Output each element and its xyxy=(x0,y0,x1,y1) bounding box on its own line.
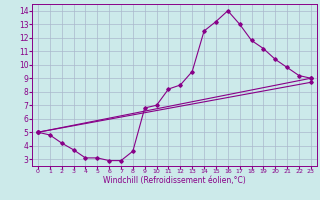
X-axis label: Windchill (Refroidissement éolien,°C): Windchill (Refroidissement éolien,°C) xyxy=(103,176,246,185)
